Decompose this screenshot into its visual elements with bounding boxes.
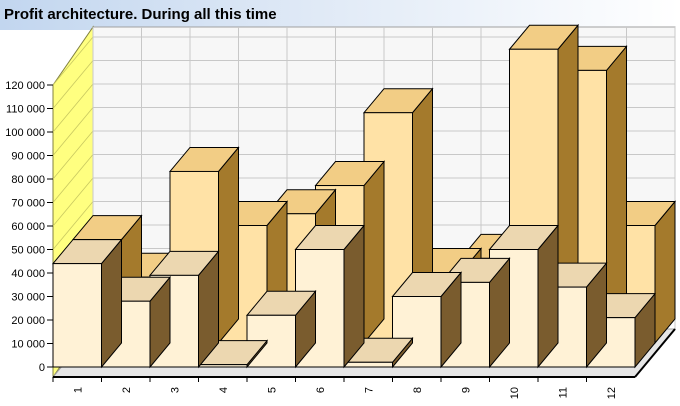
series-front-bars xyxy=(51,224,657,369)
y-tick-label: 120 000 xyxy=(5,80,45,92)
gridline-wall xyxy=(52,83,94,133)
bar-front-front xyxy=(343,361,393,368)
gridline-wall xyxy=(52,154,94,203)
gridline-wall xyxy=(52,177,94,227)
y-axis-ticks: 0 10 000 20 000 30 000 40 000 50 000 60 000 70 … xyxy=(5,80,53,374)
x-tick-label: 9 xyxy=(460,387,472,393)
bar-back-side xyxy=(654,200,676,345)
y-tick-label: 110 000 xyxy=(6,104,45,116)
gridline-wall xyxy=(52,107,94,156)
bar-front-side xyxy=(537,224,559,369)
y-tick-label: 70 000 xyxy=(11,198,45,210)
gridline-wall xyxy=(52,201,94,250)
chart-title: Profit architecture. During all this tim… xyxy=(4,6,277,23)
y-tick-label: 20 000 xyxy=(11,315,45,327)
y-tick-label: 10 000 xyxy=(11,339,45,351)
x-tick-label: 4 xyxy=(218,387,230,393)
y-tick-label: 40 000 xyxy=(11,268,45,280)
bar-back-side xyxy=(363,160,385,345)
y-tick-label: 0 xyxy=(39,362,45,374)
x-axis-depth-line xyxy=(634,328,676,378)
y-tick-label: 50 000 xyxy=(11,245,45,257)
gridline-wall xyxy=(52,130,94,180)
x-tick-label: 11 xyxy=(557,387,569,398)
bar-front-front xyxy=(52,263,102,368)
bar-front-front xyxy=(246,314,296,368)
x-tick-label: 3 xyxy=(169,387,181,393)
bar-front-side xyxy=(343,224,365,369)
y-tick-label: 100 000 xyxy=(5,127,45,139)
x-tick-label: 7 xyxy=(363,387,375,393)
x-axis: 1 2 3 4 5 6 7 8 9 10 11 12 xyxy=(52,328,676,399)
x-tick-label: 5 xyxy=(266,387,278,393)
y-tick-label: 80 000 xyxy=(11,174,45,186)
y-tick-label: 30 000 xyxy=(11,292,45,304)
x-tick-label: 2 xyxy=(121,387,133,393)
gridline-wall xyxy=(52,60,94,109)
chart-title-bar: Profit architecture. During all this tim… xyxy=(0,0,680,30)
x-tick-label: 1 xyxy=(72,387,84,393)
gridline-wall xyxy=(52,36,94,86)
y-tick-label: 90 000 xyxy=(11,151,45,163)
x-tick-label: 6 xyxy=(315,387,327,393)
x-tick-label: 12 xyxy=(606,387,618,399)
bar-front-front xyxy=(198,364,248,368)
bar-back-side xyxy=(218,146,239,345)
y-tick-label: 60 000 xyxy=(11,221,45,233)
x-tick-label: 8 xyxy=(412,387,424,393)
x-tick-label: 10 xyxy=(509,387,521,399)
